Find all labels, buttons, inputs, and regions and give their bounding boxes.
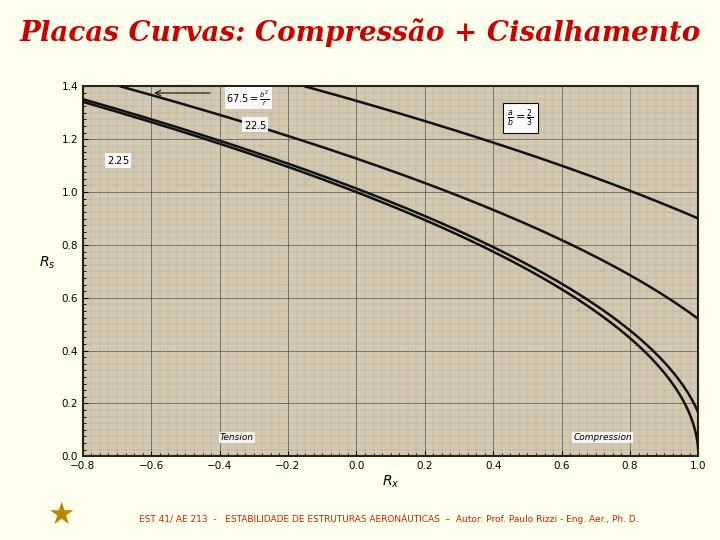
Text: Compression: Compression	[573, 433, 632, 442]
Text: $2.25$: $2.25$	[107, 154, 129, 166]
Text: ★: ★	[48, 501, 75, 530]
Text: $67.5 = \frac{b^2}{r}$: $67.5 = \frac{b^2}{r}$	[227, 89, 270, 108]
X-axis label: $R_x$: $R_x$	[382, 474, 400, 490]
Text: EST 41/ AE 213  -   ESTABILIDADE DE ESTRUTURAS AERONÁUTICAS  –  Autor: Prof. Pau: EST 41/ AE 213 - ESTABILIDADE DE ESTRUTU…	[139, 514, 639, 524]
Text: Placas Curvas: Compressão + Cisalhamento: Placas Curvas: Compressão + Cisalhamento	[19, 18, 701, 47]
Text: $\frac{a}{b} = \frac{2}{3}$: $\frac{a}{b} = \frac{2}{3}$	[507, 107, 534, 129]
Text: $22.5$: $22.5$	[243, 119, 266, 131]
Y-axis label: $R_s$: $R_s$	[39, 255, 55, 271]
Text: Tension: Tension	[220, 433, 253, 442]
